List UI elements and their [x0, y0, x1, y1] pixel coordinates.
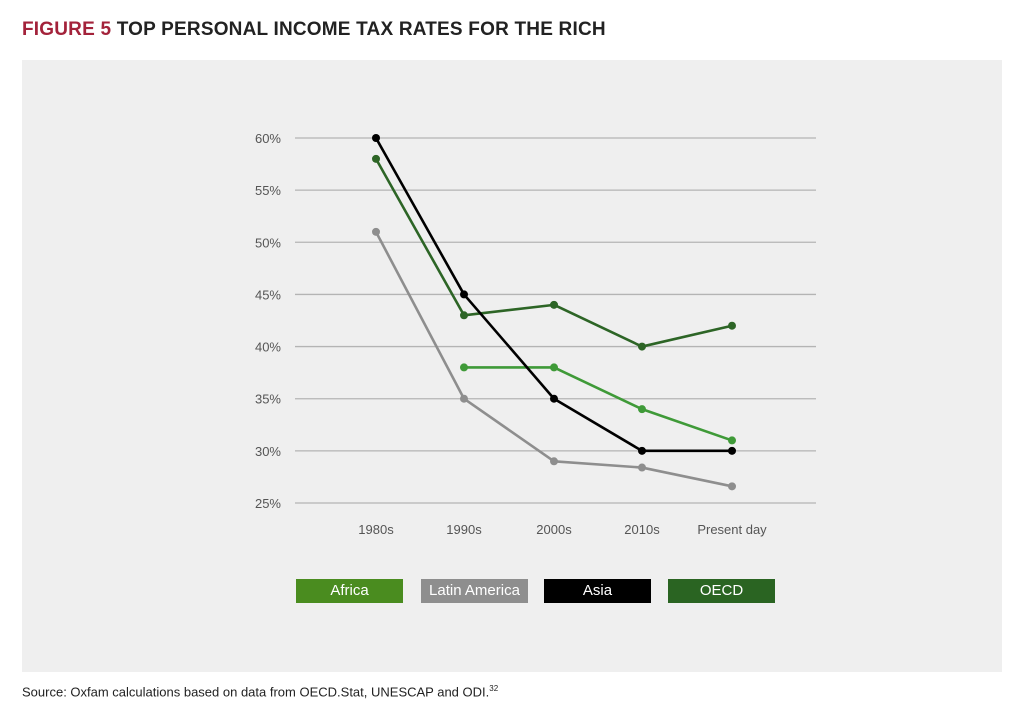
footnote-ref: 32: [489, 684, 499, 693]
series-line-africa: [464, 366, 733, 442]
y-tick-label: 55%: [255, 183, 281, 198]
legend-item-africa: Africa: [296, 579, 403, 603]
data-point-asia: [372, 134, 380, 142]
data-point-oecd: [460, 311, 468, 320]
series-line-oecd: [374, 158, 733, 348]
source-note: Source: Oxfam calculations based on data…: [22, 684, 498, 699]
source-text: Source: Oxfam calculations based on data…: [22, 684, 490, 700]
x-tick-label: Present day: [697, 522, 767, 537]
line-chart: 25% 30% 35% 40% 45% 50% 55% 60% 1980s 1990s 2000s 2…: [255, 131, 816, 537]
data-point-africa: [460, 363, 468, 372]
data-point-oecd: [728, 321, 736, 330]
y-tick-label: 60%: [255, 131, 281, 146]
series-line-latin-america: [374, 231, 733, 488]
data-point-oecd: [550, 300, 558, 309]
figure-title: TOP PERSONAL INCOME TAX RATES FOR THE RI…: [116, 19, 606, 40]
data-point-africa: [728, 436, 736, 445]
data-point-africa: [638, 405, 646, 414]
data-point-oecd: [638, 342, 646, 351]
x-tick-label: 2010s: [624, 522, 660, 537]
data-point-latin-america: [728, 482, 736, 491]
data-point-asia: [550, 394, 558, 403]
data-point-asia: [638, 446, 646, 455]
data-point-latin-america: [372, 227, 380, 236]
data-point-oecd: [372, 154, 380, 163]
data-point-africa: [550, 363, 558, 372]
data-point-latin-america: [550, 457, 558, 466]
y-tick-label: 50%: [255, 235, 281, 250]
legend-item-oecd: OECD: [668, 579, 775, 603]
figure-label: FIGURE 5: [22, 19, 112, 40]
data-point-latin-america: [638, 463, 646, 472]
x-tick-label: 2000s: [536, 522, 572, 537]
legend-item-latin-america: Latin America: [421, 579, 528, 603]
y-tick-label: 45%: [255, 287, 281, 302]
y-tick-label: 35%: [255, 392, 281, 407]
data-point-asia: [460, 290, 468, 299]
x-tick-label: 1990s: [446, 522, 482, 537]
data-point-latin-america: [460, 394, 468, 403]
chart-panel: 25% 30% 35% 40% 45% 50% 55% 60% 1980s 1990s 2000s 2…: [22, 60, 1002, 672]
chart-title: FIGURE 5 TOP PERSONAL INCOME TAX RATES F…: [22, 19, 606, 41]
y-tick-label: 25%: [255, 496, 281, 511]
x-tick-label: 1980s: [358, 522, 394, 537]
y-tick-label: 30%: [255, 444, 281, 459]
legend-item-asia: Asia: [544, 579, 651, 603]
y-tick-label: 40%: [255, 340, 281, 355]
data-point-asia: [728, 446, 736, 455]
